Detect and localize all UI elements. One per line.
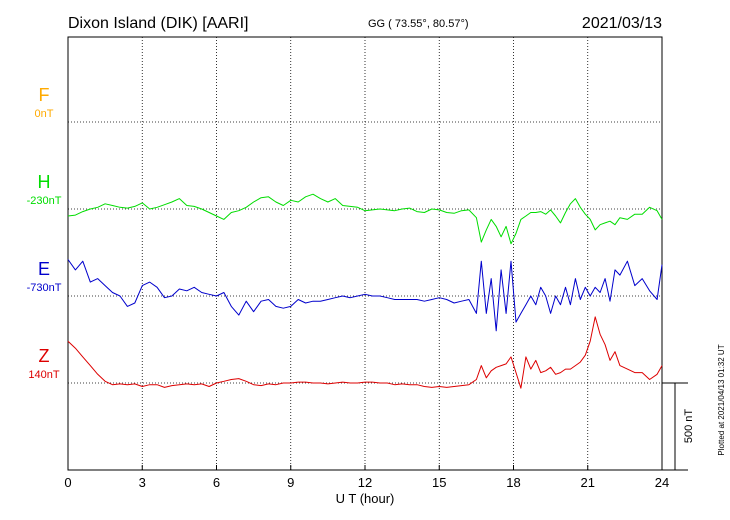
component-name-f: F xyxy=(39,85,50,105)
component-baseline-e: -730nT xyxy=(27,282,62,294)
series-e-line xyxy=(67,259,663,332)
x-tick-label: 21 xyxy=(581,475,595,490)
component-labels: F 0nT H -230nT E -730nT Z 140nT xyxy=(27,85,62,381)
component-baseline-f: 0nT xyxy=(35,108,54,120)
x-tick-label: 3 xyxy=(139,475,146,490)
x-tick-label: 9 xyxy=(287,475,294,490)
station-title: Dixon Island (DIK) [AARI] xyxy=(68,15,249,32)
series-lines xyxy=(67,193,663,389)
component-baseline-h: -230nT xyxy=(27,195,62,207)
x-tick-label: 15 xyxy=(432,475,446,490)
x-axis-label: U T (hour) xyxy=(336,491,395,506)
x-tick-label: 0 xyxy=(64,475,71,490)
x-tick-labels: 0 3 6 9 12 15 18 21 24 xyxy=(64,465,669,490)
scale-bar: 500 nT xyxy=(662,382,695,471)
x-tick-label: 24 xyxy=(655,475,669,490)
component-name-z: Z xyxy=(39,346,50,366)
grid xyxy=(68,37,662,470)
coordinates-label: GG ( 73.55°, 80.57°) xyxy=(368,18,469,30)
scale-bar-label: 500 nT xyxy=(683,409,695,444)
component-name-e: E xyxy=(38,259,50,279)
x-tick-label: 18 xyxy=(506,475,520,490)
plotted-note: Plotted at 2021/04/13 01:32 UT xyxy=(717,344,726,455)
component-baseline-z: 140nT xyxy=(28,369,59,381)
series-z-line xyxy=(67,316,663,389)
x-tick-label: 6 xyxy=(213,475,220,490)
x-tick-label: 12 xyxy=(358,475,372,490)
component-name-h: H xyxy=(38,172,51,192)
series-h-line xyxy=(67,193,663,245)
date-label: 2021/03/13 xyxy=(582,15,662,32)
